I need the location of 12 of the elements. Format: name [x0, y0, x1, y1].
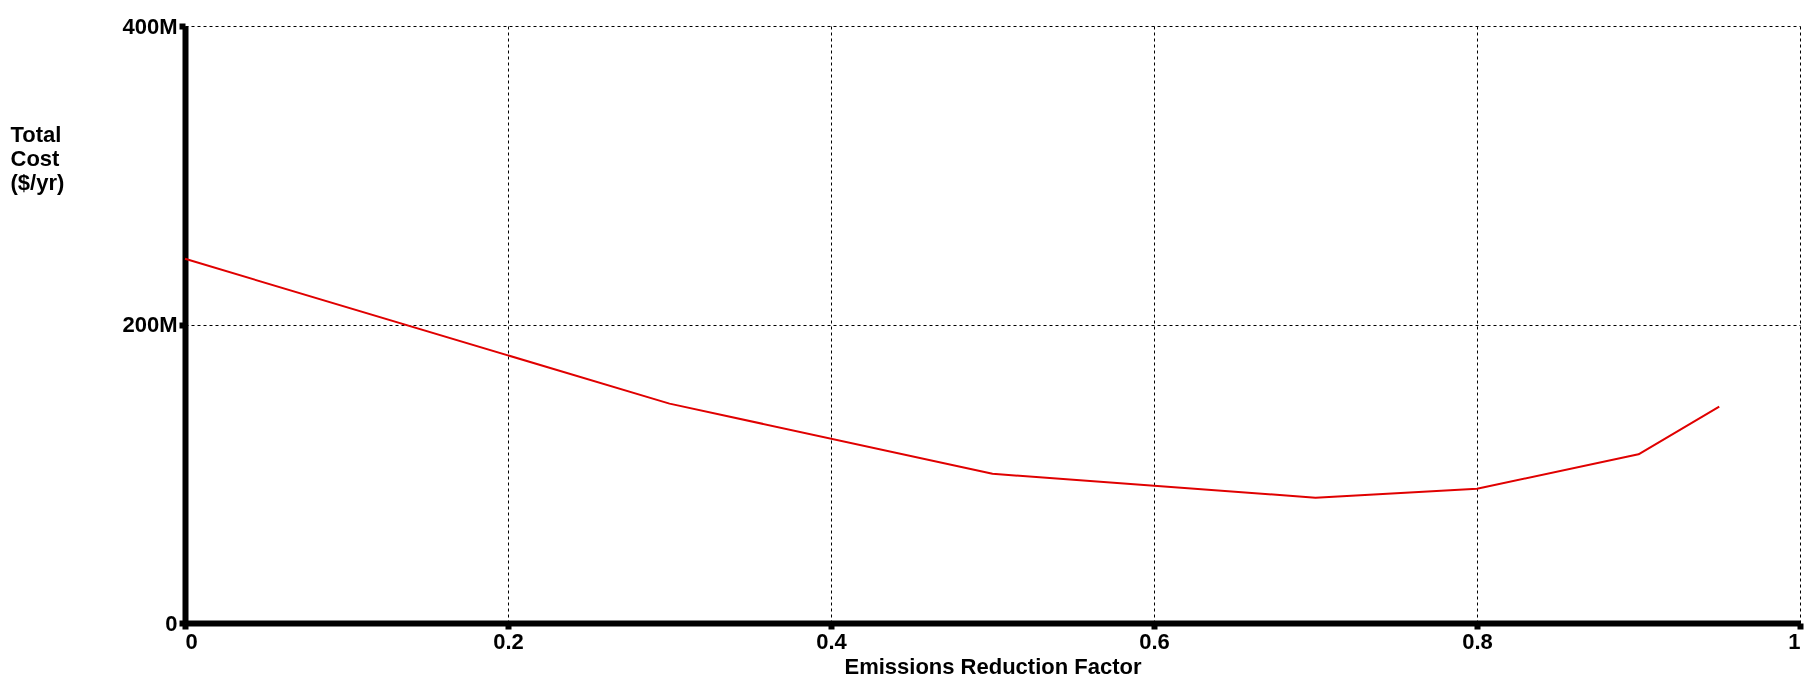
x-tick-label: 0.8: [1462, 628, 1493, 654]
line-series: [184, 257, 1721, 499]
y-tick-label: 200M: [122, 312, 178, 337]
x-tick-label: 0: [185, 628, 198, 654]
x-axis-title: Emissions Reduction Factor: [844, 653, 1142, 679]
x-tick-label: 0.4: [816, 628, 848, 654]
x-tick-label: 0.2: [493, 628, 524, 654]
x-tick-label: 0.6: [1139, 628, 1170, 654]
y-tick-label: 0: [165, 610, 178, 636]
y-axis-title: Total Cost ($/yr): [10, 121, 65, 195]
x-tick-label: 1: [1788, 628, 1801, 654]
y-tick-label: 400M: [122, 13, 178, 39]
